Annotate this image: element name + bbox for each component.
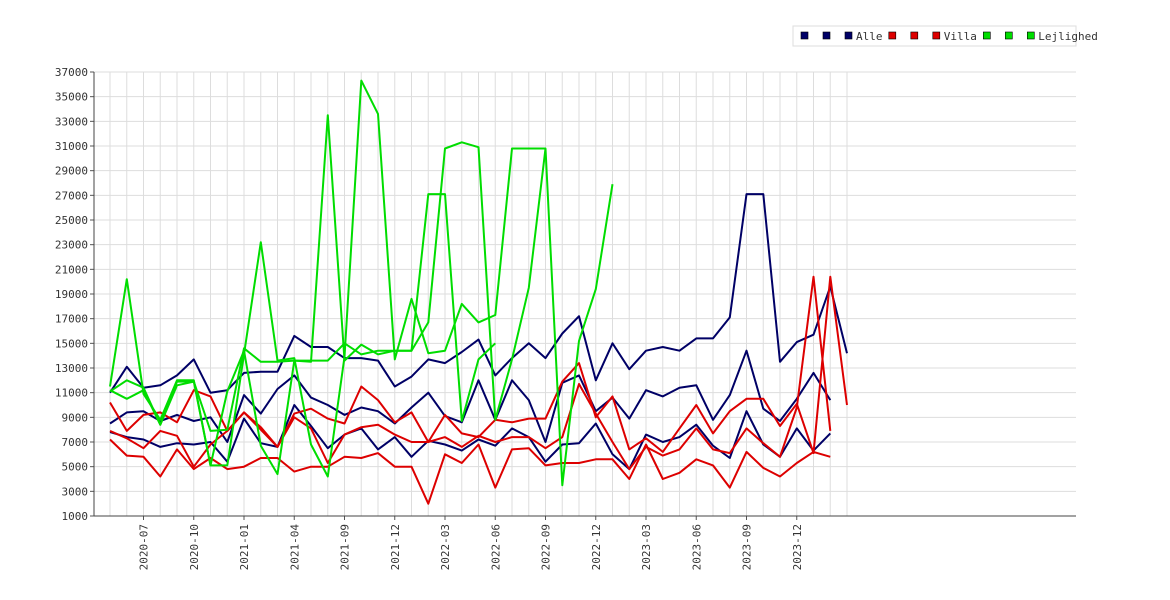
x-tick-label: 2023-03 bbox=[640, 524, 653, 570]
x-tick-label: 2022-03 bbox=[439, 524, 452, 570]
x-tick-label: 2020-07 bbox=[138, 524, 151, 570]
legend: Alle Villa Lejlighed bbox=[792, 25, 1098, 47]
x-tick-label: 2023-06 bbox=[690, 524, 703, 570]
x-tick-label: 2021-01 bbox=[238, 524, 251, 570]
legend-swatch bbox=[822, 31, 831, 40]
y-tick-label: 13000 bbox=[55, 362, 88, 375]
y-tick-label: 21000 bbox=[55, 263, 88, 276]
x-tick-label: 2021-09 bbox=[339, 524, 352, 570]
x-tick-label: 2022-06 bbox=[489, 524, 502, 570]
x-tick-label: 2021-04 bbox=[288, 524, 301, 571]
series-line-lejlighed bbox=[109, 193, 496, 432]
y-axis-tick-labels: 1000 3000 5000 7000 9000 11000 13000 15000 17000… bbox=[55, 66, 88, 523]
x-tick-label: 2023-09 bbox=[741, 524, 754, 570]
legend-swatch bbox=[888, 31, 897, 40]
y-tick-label: 27000 bbox=[55, 189, 88, 202]
series-line-lejlighed bbox=[109, 79, 614, 487]
x-axis-tick-labels: 2020-07 2020-10 2021-01 2021-04 2021-09 2021-… bbox=[138, 524, 804, 571]
series-line-alle bbox=[109, 349, 832, 443]
series-line-alle bbox=[109, 404, 832, 471]
y-tick-label: 5000 bbox=[62, 461, 89, 474]
legend-label: Alle bbox=[856, 30, 883, 43]
y-tick-label: 25000 bbox=[55, 214, 88, 227]
legend-swatch bbox=[982, 31, 991, 40]
y-tick-label: 35000 bbox=[55, 91, 88, 104]
y-tick-label: 11000 bbox=[55, 387, 88, 400]
legend-swatch bbox=[932, 31, 941, 40]
legend-swatch bbox=[1004, 31, 1013, 40]
y-tick-label: 3000 bbox=[62, 485, 89, 498]
y-tick-label: 29000 bbox=[55, 165, 88, 178]
y-tick-label: 33000 bbox=[55, 115, 88, 128]
legend-swatch bbox=[844, 31, 853, 40]
y-tick-label: 17000 bbox=[55, 313, 88, 326]
y-tick-label: 23000 bbox=[55, 239, 88, 252]
y-tick-label: 7000 bbox=[62, 436, 89, 449]
legend-swatch bbox=[910, 31, 919, 40]
x-tick-label: 2022-12 bbox=[590, 524, 603, 570]
series-line-villa bbox=[109, 438, 831, 505]
series-lines bbox=[109, 79, 848, 505]
x-tick-label: 2021-12 bbox=[389, 524, 402, 570]
y-tick-label: 9000 bbox=[62, 411, 89, 424]
legend-swatch bbox=[800, 31, 809, 40]
y-tick-label: 1000 bbox=[62, 510, 89, 523]
x-tick-label: 2020-10 bbox=[188, 524, 201, 570]
legend-label: Villa bbox=[944, 30, 977, 43]
y-tick-label: 15000 bbox=[55, 337, 88, 350]
y-tick-label: 19000 bbox=[55, 288, 88, 301]
series-line-lejlighed bbox=[109, 114, 547, 476]
y-tick-label: 31000 bbox=[55, 140, 88, 153]
axes bbox=[90, 71, 1076, 520]
series-line-villa bbox=[109, 275, 832, 471]
series-line-alle bbox=[109, 193, 848, 394]
x-tick-label: 2022-09 bbox=[540, 524, 553, 570]
legend-label: Lejlighed bbox=[1038, 30, 1098, 43]
legend-swatch bbox=[1027, 31, 1035, 40]
grid bbox=[94, 71, 1076, 517]
x-tick-label: 2023-12 bbox=[791, 524, 804, 570]
y-tick-label: 37000 bbox=[55, 66, 88, 79]
